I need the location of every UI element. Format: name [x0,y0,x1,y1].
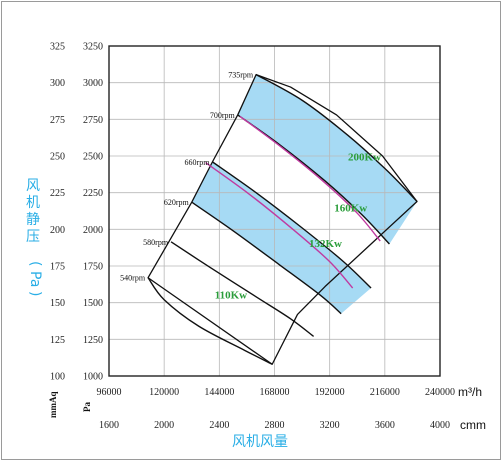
y-tick-label-pa: 2750 [83,115,103,126]
y-tick-label-mmaq: 250 [50,152,65,163]
rpm-label: 580rpm [143,238,169,247]
operating-envelope [147,73,418,365]
y-tick-label-pa: 2250 [83,188,103,199]
y-tick-label-pa: 1750 [83,262,103,273]
y-tick-label-mmaq: 275 [50,115,65,126]
x-tick-label-m3h: 144000 [204,387,234,398]
x-tick-label-m3h: 96000 [97,387,122,398]
y-axis-title-char: Pa [27,271,43,287]
x-tick-label-m3h: 168000 [260,387,290,398]
power-label: 200Kw [348,151,381,163]
x-tick-label-cmm: 3200 [320,420,340,431]
curve-580rpm [170,241,315,337]
y-tick-label-pa: 2000 [83,225,103,236]
rpm-label: 660rpm [185,158,211,167]
rpm-label: 620rpm [164,198,190,207]
curve-110Kw-boundary [205,162,354,289]
x-tick-label-cmm: 1600 [99,420,119,431]
y-tick-label-mmaq: 100 [50,372,65,383]
plot-border [108,45,441,377]
x-tick-label-cmm: 2800 [265,420,285,431]
y-tick-label-mmaq: 200 [50,225,65,236]
y-axis-title-char: 压 [26,229,40,245]
y-unit-pa: Pa [82,402,92,412]
x-tick-label-m3h: 192000 [315,387,345,398]
power-label: 132Kw [309,238,342,250]
y-tick-label-mmaq: 225 [50,188,65,199]
curve-660rpm [212,161,372,289]
y-axis-title-char: 机 [26,195,40,211]
y-tick-label-mmaq: 125 [50,335,65,346]
y-tick-label-pa: 3250 [83,42,103,53]
band-700rpm-735rpm [237,74,418,244]
x-tick-label-cmm: 3600 [375,420,395,431]
x-tick-label-m3h: 216000 [370,387,400,398]
curves-layer [147,73,418,365]
y-tick-label-pa: 1500 [83,298,103,309]
x-unit-top: m³/h [458,385,482,399]
x-tick-label-m3h: 240000 [425,387,455,398]
bands-layer [191,74,418,314]
x-tick-label-cmm: 4000 [430,420,450,431]
curve-540rpm [147,277,273,365]
y-unit-mmaq: mmAq [48,392,58,419]
y-tick-label-mmaq: 325 [50,42,65,53]
y-tick-label-pa: 3000 [83,78,103,89]
y-tick-label-pa: 1250 [83,335,103,346]
power-label: 110Kw [215,289,247,301]
x-tick-label-cmm: 2000 [154,420,174,431]
y-axis-title-char: ( [27,261,43,266]
band-620rpm-660rpm [191,161,372,314]
y-tick-label-mmaq: 150 [50,298,65,309]
rpm-label: 700rpm [210,111,236,120]
x-tick-label-m3h: 120000 [149,387,179,398]
power-label: 160Kw [334,203,367,215]
y-tick-label-mmaq: 300 [50,78,65,89]
y-axis-title-char: ) [27,291,43,296]
labels-layer: 96000 120000 144000 168000 192000 216000 24000… [50,42,455,432]
y-tick-label-mmaq: 175 [50,262,65,273]
chart-frame: 96000 120000 144000 168000 192000 216000 24000… [1,1,501,460]
x-axis-title: 风机风量 [232,434,288,450]
curve-735rpm [255,73,418,202]
y-tick-label-pa: 2500 [83,152,103,163]
rpm-label: 540rpm [120,274,146,283]
grid-layer [108,45,441,377]
y-axis-title-char: 静 [26,212,40,228]
rpm-label: 735rpm [228,71,254,80]
y-axis-title-char: 风 [26,178,40,194]
x-unit-bottom: cmm [460,418,486,432]
x-tick-label-cmm: 2400 [209,420,229,431]
curve-132Kw-boundary [239,115,381,242]
curve-620rpm [191,201,342,315]
y-tick-label-pa: 1000 [83,372,103,383]
